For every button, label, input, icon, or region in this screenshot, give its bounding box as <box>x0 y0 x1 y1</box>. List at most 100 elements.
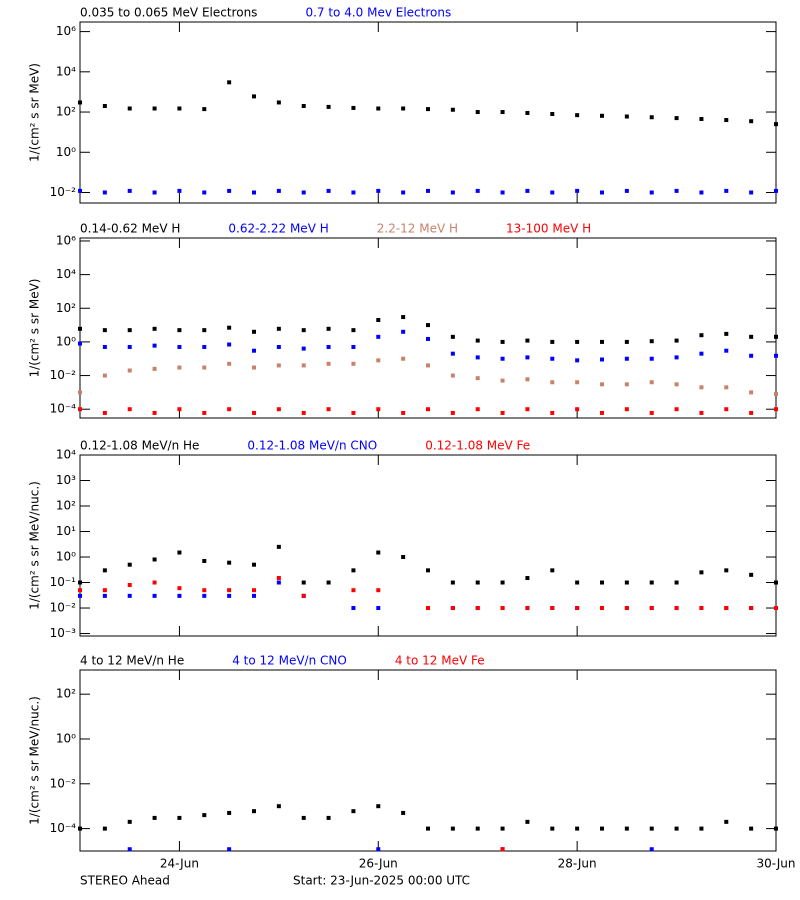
data-point <box>152 366 157 371</box>
data-point <box>202 588 207 593</box>
data-point <box>699 410 704 415</box>
data-point <box>276 804 281 809</box>
data-point <box>550 339 555 344</box>
data-point <box>227 588 232 593</box>
data-point <box>351 410 356 415</box>
data-point <box>525 338 530 343</box>
data-point <box>426 363 430 368</box>
data-point <box>127 106 132 111</box>
data-point <box>724 118 729 123</box>
data-point <box>78 407 82 412</box>
data-point <box>227 560 232 565</box>
data-point <box>301 580 306 585</box>
data-point <box>600 826 604 831</box>
legend-entry: 4 to 12 MeV/n CNO <box>232 654 347 668</box>
data-point <box>649 356 654 361</box>
y-tick-label: 10⁻² <box>50 368 77 382</box>
data-point <box>177 365 182 370</box>
data-point <box>177 407 182 412</box>
data-point <box>102 588 107 593</box>
data-point <box>624 339 629 344</box>
data-point <box>202 558 207 563</box>
data-point <box>102 103 107 108</box>
data-point <box>699 385 704 390</box>
data-point <box>152 190 157 195</box>
data-point <box>525 606 530 611</box>
data-point <box>326 580 331 585</box>
data-point <box>525 377 530 382</box>
data-point <box>450 107 455 112</box>
data-point <box>376 334 381 339</box>
data-point <box>575 407 580 412</box>
y-tick-label: 10⁶ <box>56 24 76 38</box>
data-point <box>575 580 580 585</box>
data-point <box>227 342 232 347</box>
data-point <box>351 568 356 573</box>
data-point <box>376 550 381 555</box>
data-point <box>252 348 256 353</box>
data-point <box>301 363 306 368</box>
data-point <box>426 606 430 611</box>
y-tick-label: 10⁻³ <box>50 626 77 640</box>
data-point <box>550 356 555 361</box>
data-point <box>674 606 679 611</box>
data-point <box>202 328 207 333</box>
y-tick-label: 10⁴ <box>56 64 76 78</box>
data-point <box>301 190 306 195</box>
data-point <box>202 593 207 598</box>
data-point <box>699 117 704 122</box>
data-point <box>749 190 754 195</box>
data-point <box>600 606 604 611</box>
data-point <box>127 344 132 349</box>
x-tick-label: 26-Jun <box>359 857 398 871</box>
data-point <box>550 410 555 415</box>
data-point <box>252 410 256 415</box>
data-point <box>351 344 356 349</box>
data-point <box>177 586 182 591</box>
data-point <box>600 580 604 585</box>
data-point <box>674 355 679 360</box>
legend-entry: 0.035 to 0.065 MeV Electrons <box>80 6 257 20</box>
data-point <box>227 810 232 815</box>
data-point <box>450 373 455 378</box>
data-point <box>575 826 580 831</box>
data-point <box>202 190 207 195</box>
data-point <box>500 847 505 852</box>
data-point <box>351 606 356 611</box>
data-point <box>774 606 778 611</box>
data-point <box>774 392 778 397</box>
y-tick-label: 10⁻⁴ <box>50 821 77 835</box>
data-point <box>450 351 455 356</box>
data-point <box>624 407 629 412</box>
y-tick-label: 10⁰ <box>56 550 76 564</box>
data-point <box>624 356 629 361</box>
data-point <box>102 593 107 598</box>
x-tick-label: 24-Jun <box>160 857 199 871</box>
data-point <box>674 382 679 387</box>
data-point <box>102 373 107 378</box>
y-tick-label: 10⁻² <box>50 185 77 199</box>
data-point <box>699 826 704 831</box>
data-point <box>252 329 256 334</box>
data-point <box>649 847 654 852</box>
data-point <box>624 382 629 387</box>
data-point <box>475 110 480 115</box>
data-point <box>78 188 82 193</box>
data-point <box>401 555 406 560</box>
data-point <box>376 804 381 809</box>
data-point <box>127 188 132 193</box>
data-point <box>351 361 356 366</box>
data-point <box>301 346 306 351</box>
data-point <box>600 357 604 362</box>
data-point <box>699 190 704 195</box>
data-point <box>78 593 82 598</box>
data-point <box>649 606 654 611</box>
data-point <box>351 328 356 333</box>
data-point <box>152 326 157 331</box>
data-point <box>749 826 754 831</box>
data-point <box>724 819 729 824</box>
data-point <box>749 353 754 358</box>
data-point <box>500 356 505 361</box>
data-point <box>326 407 331 412</box>
data-point <box>252 588 256 593</box>
